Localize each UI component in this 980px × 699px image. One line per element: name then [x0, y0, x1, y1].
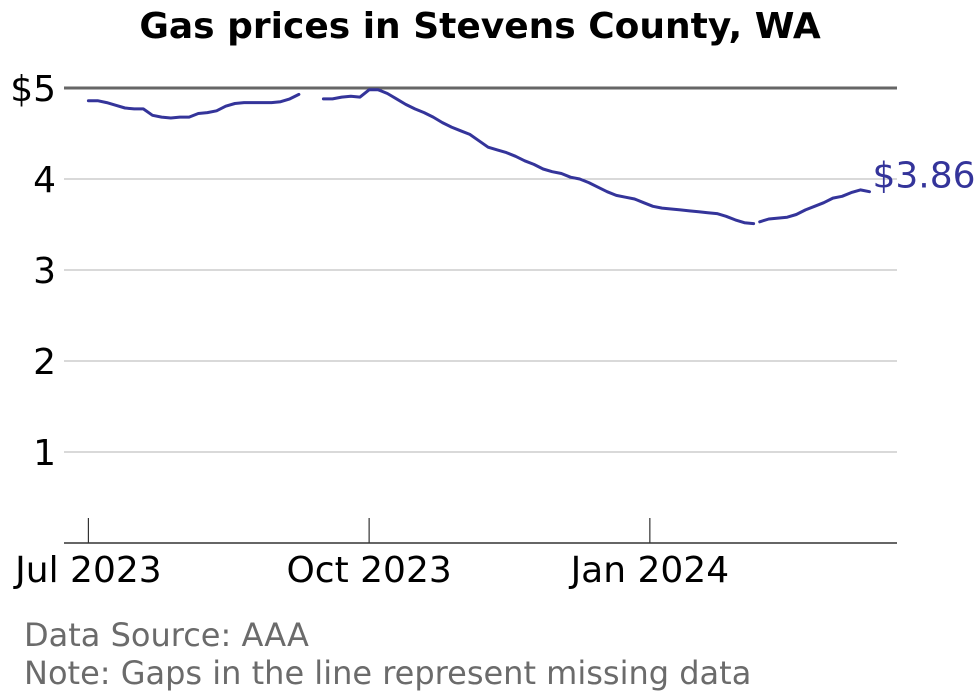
- y-tick-label: 3: [33, 251, 56, 292]
- x-tick-label: Oct 2023: [286, 550, 451, 591]
- x-axis: Jul 2023 Oct 2023 Jan 2024: [13, 518, 897, 591]
- series-line-segment: [758, 188, 871, 224]
- y-tick-label: 2: [33, 342, 56, 383]
- gridlines: [64, 86, 897, 453]
- end-value-label: $3.86: [873, 156, 976, 197]
- y-tick-label: 4: [33, 160, 56, 201]
- data-source-note: Data Source: AAA: [24, 616, 309, 654]
- y-tick-label: $5: [10, 69, 56, 110]
- chart-title: Gas prices in Stevens County, WA: [139, 6, 821, 47]
- series-line-segment: [321, 88, 756, 226]
- y-axis-ticks: 1 2 3 4 $5: [10, 69, 56, 474]
- series-line-segment: [86, 92, 301, 120]
- missing-data-note: Note: Gaps in the line represent missing…: [24, 654, 751, 692]
- y-tick-label: 1: [33, 433, 56, 474]
- x-tick-label: Jan 2024: [569, 550, 730, 591]
- price-series: [86, 88, 871, 226]
- x-tick-label: Jul 2023: [13, 550, 162, 591]
